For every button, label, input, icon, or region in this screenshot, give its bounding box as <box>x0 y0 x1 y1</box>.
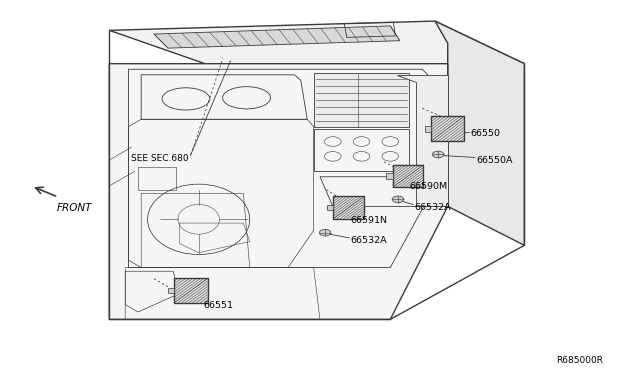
Polygon shape <box>333 196 364 219</box>
Polygon shape <box>431 116 465 141</box>
Text: SEE SEC.680: SEE SEC.680 <box>131 154 189 164</box>
Polygon shape <box>393 165 424 187</box>
Text: R685000R: R685000R <box>556 356 604 365</box>
Circle shape <box>392 196 404 203</box>
Polygon shape <box>327 205 333 211</box>
Text: 66590M: 66590M <box>410 182 447 191</box>
Text: 66550A: 66550A <box>476 155 513 164</box>
Polygon shape <box>109 21 524 64</box>
Text: 66551: 66551 <box>204 301 234 310</box>
Polygon shape <box>314 73 410 127</box>
Circle shape <box>319 230 331 236</box>
Text: 66532A: 66532A <box>351 236 387 245</box>
Text: 66591N: 66591N <box>351 216 388 225</box>
Text: 66532A: 66532A <box>415 203 451 212</box>
Circle shape <box>433 151 444 158</box>
Polygon shape <box>154 26 400 48</box>
Polygon shape <box>425 126 431 132</box>
Polygon shape <box>174 279 207 302</box>
Polygon shape <box>397 75 448 206</box>
Polygon shape <box>168 288 174 294</box>
Text: FRONT: FRONT <box>57 203 92 213</box>
Polygon shape <box>109 64 448 320</box>
Text: 66550: 66550 <box>470 129 500 138</box>
Polygon shape <box>435 21 524 245</box>
Polygon shape <box>387 173 393 179</box>
